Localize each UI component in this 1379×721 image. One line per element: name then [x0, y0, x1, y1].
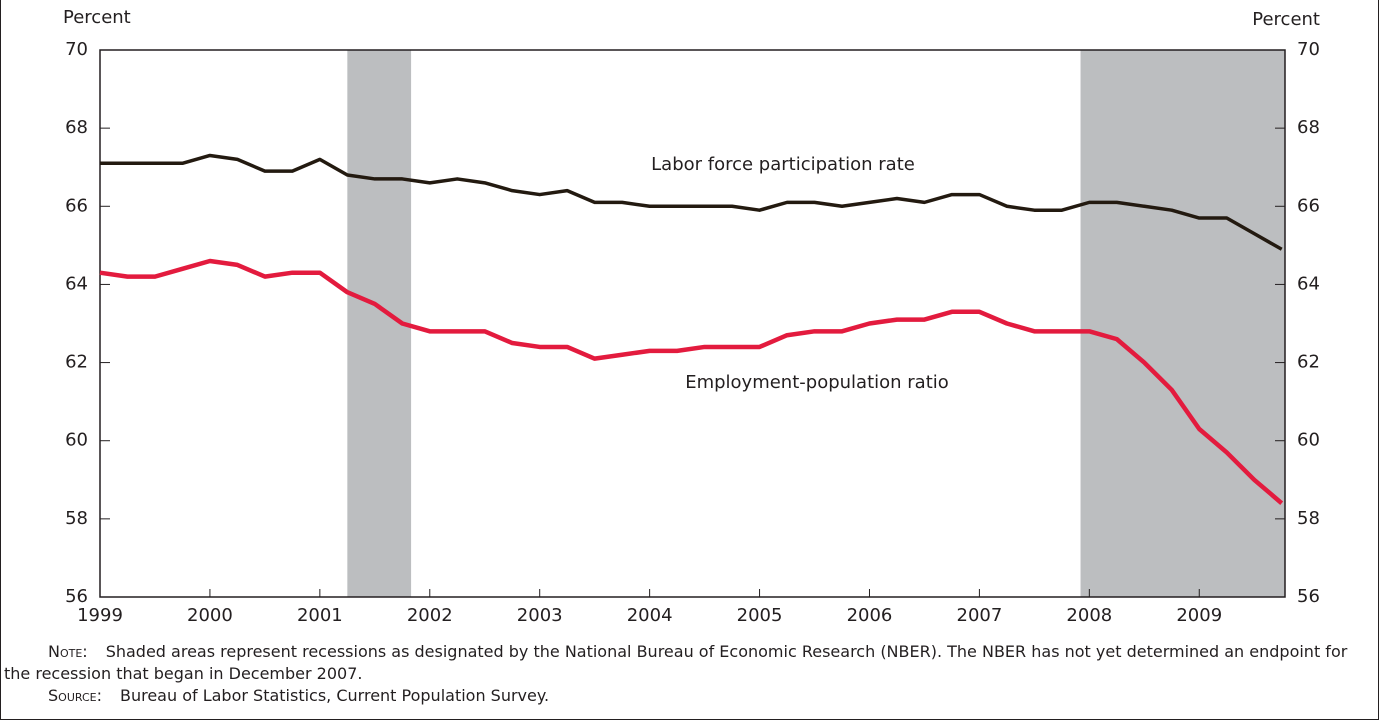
y-tick-label-right: 60	[1297, 430, 1320, 451]
y-tick-label-right: 62	[1297, 352, 1320, 373]
x-tick-label: 2005	[737, 605, 783, 626]
y-tick-label-right: 68	[1297, 117, 1320, 138]
x-tick-label: 2006	[847, 605, 893, 626]
x-tick-label: 2001	[297, 605, 343, 626]
y-tick-label-left: 64	[65, 273, 88, 294]
source: Source: Bureau of Labor Statistics, Curre…	[4, 685, 1372, 707]
source-text: Bureau of Labor Statistics, Current Popu…	[119, 686, 550, 705]
x-tick-label: 2009	[1176, 605, 1222, 626]
y-tick-label-left: 66	[65, 195, 88, 216]
series-annotation: Labor force participation rate	[651, 154, 915, 175]
series-line	[100, 153, 1283, 251]
y-tick-label-right: 66	[1297, 195, 1320, 216]
note-label: Note:	[48, 642, 88, 661]
y-tick-label-right: 64	[1297, 273, 1320, 294]
y-tick-label-right: 70	[1297, 39, 1320, 60]
y-tick-label-left: 70	[65, 39, 88, 60]
x-tick-label: 2002	[407, 605, 453, 626]
y-tick-label-left: 68	[65, 117, 88, 138]
y-tick-label-left: 60	[65, 430, 88, 451]
y-tick-label-right: 58	[1297, 508, 1320, 529]
note: Note: Shaded areas represent recessions a…	[4, 641, 1372, 685]
y-axis-label-left: Percent	[63, 7, 131, 28]
y-tick-label-left: 62	[65, 352, 88, 373]
series-line	[99, 258, 1284, 505]
plot-frame	[99, 49, 1286, 598]
series-annotation: Employment-population ratio	[685, 372, 949, 393]
x-tick-label: 1999	[77, 605, 123, 626]
notes: Note: Shaded areas represent recessions a…	[4, 641, 1372, 707]
y-tick-label-left: 56	[65, 586, 88, 607]
y-tick-label-right: 56	[1297, 586, 1320, 607]
chart: Percent Percent 56 56 58 58 60 60 62 62 64 64 66 66…	[63, 7, 1320, 626]
y-axis-label-right: Percent	[1252, 9, 1320, 30]
x-tick-label: 2007	[957, 605, 1003, 626]
y-tick-label-left: 58	[65, 508, 88, 529]
x-tick-label: 2004	[627, 605, 673, 626]
recession-shade	[1080, 50, 1285, 597]
note-text: Shaded areas represent recessions as des…	[4, 642, 1348, 683]
source-label: Source:	[48, 686, 102, 705]
x-tick-label: 2008	[1066, 605, 1112, 626]
x-tick-label: 2000	[187, 605, 233, 626]
x-tick-label: 2003	[517, 605, 563, 626]
